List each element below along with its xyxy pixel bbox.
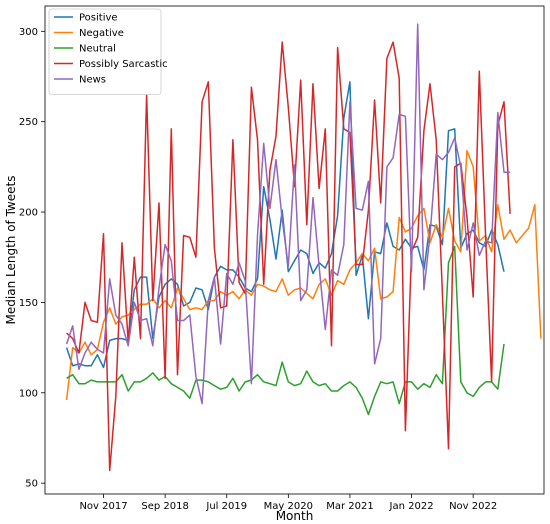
series-line-neutral <box>66 245 505 416</box>
y-tick-label: 50 <box>25 479 38 490</box>
series-line-possibly-sarcastic <box>66 41 511 472</box>
x-tick-label: Mar 2021 <box>326 501 374 512</box>
legend: Positive Negative Neutral Possibly Sarcasti… <box>48 8 168 95</box>
x-tick-label: Nov 2017 <box>79 501 127 512</box>
y-axis-title: Median Length of Tweets <box>4 176 18 325</box>
legend-label: Neutral <box>79 44 116 55</box>
legend-box <box>48 8 162 95</box>
y-tick-label: 200 <box>19 208 38 219</box>
legend-label: Positive <box>79 13 118 24</box>
legend-label: Negative <box>79 28 124 39</box>
series-line-news <box>65 23 511 405</box>
x-axis: Nov 2017 Sep 2018 Jul 2019 May 2020 Mar 2021… <box>79 494 497 512</box>
y-tick-label: 100 <box>19 388 38 399</box>
series-line-negative <box>65 149 542 401</box>
x-tick-label: May 2020 <box>264 501 313 512</box>
x-tick-label: Nov 2022 <box>449 501 497 512</box>
y-tick-label: 150 <box>19 298 38 309</box>
series-layer <box>65 23 542 472</box>
y-tick-label: 300 <box>19 27 38 38</box>
y-axis: 50 100 150 200 250 300 <box>19 27 45 490</box>
legend-label: News <box>79 75 106 86</box>
x-tick-label: Jul 2019 <box>205 501 247 512</box>
plot-frame <box>44 5 545 495</box>
x-tick-label: Jan 2022 <box>389 501 434 512</box>
legend-label: Possibly Sarcastic <box>79 59 168 70</box>
y-tick-label: 250 <box>19 117 38 128</box>
x-axis-title: Month <box>276 509 314 523</box>
x-tick-label: Sep 2018 <box>141 501 188 512</box>
